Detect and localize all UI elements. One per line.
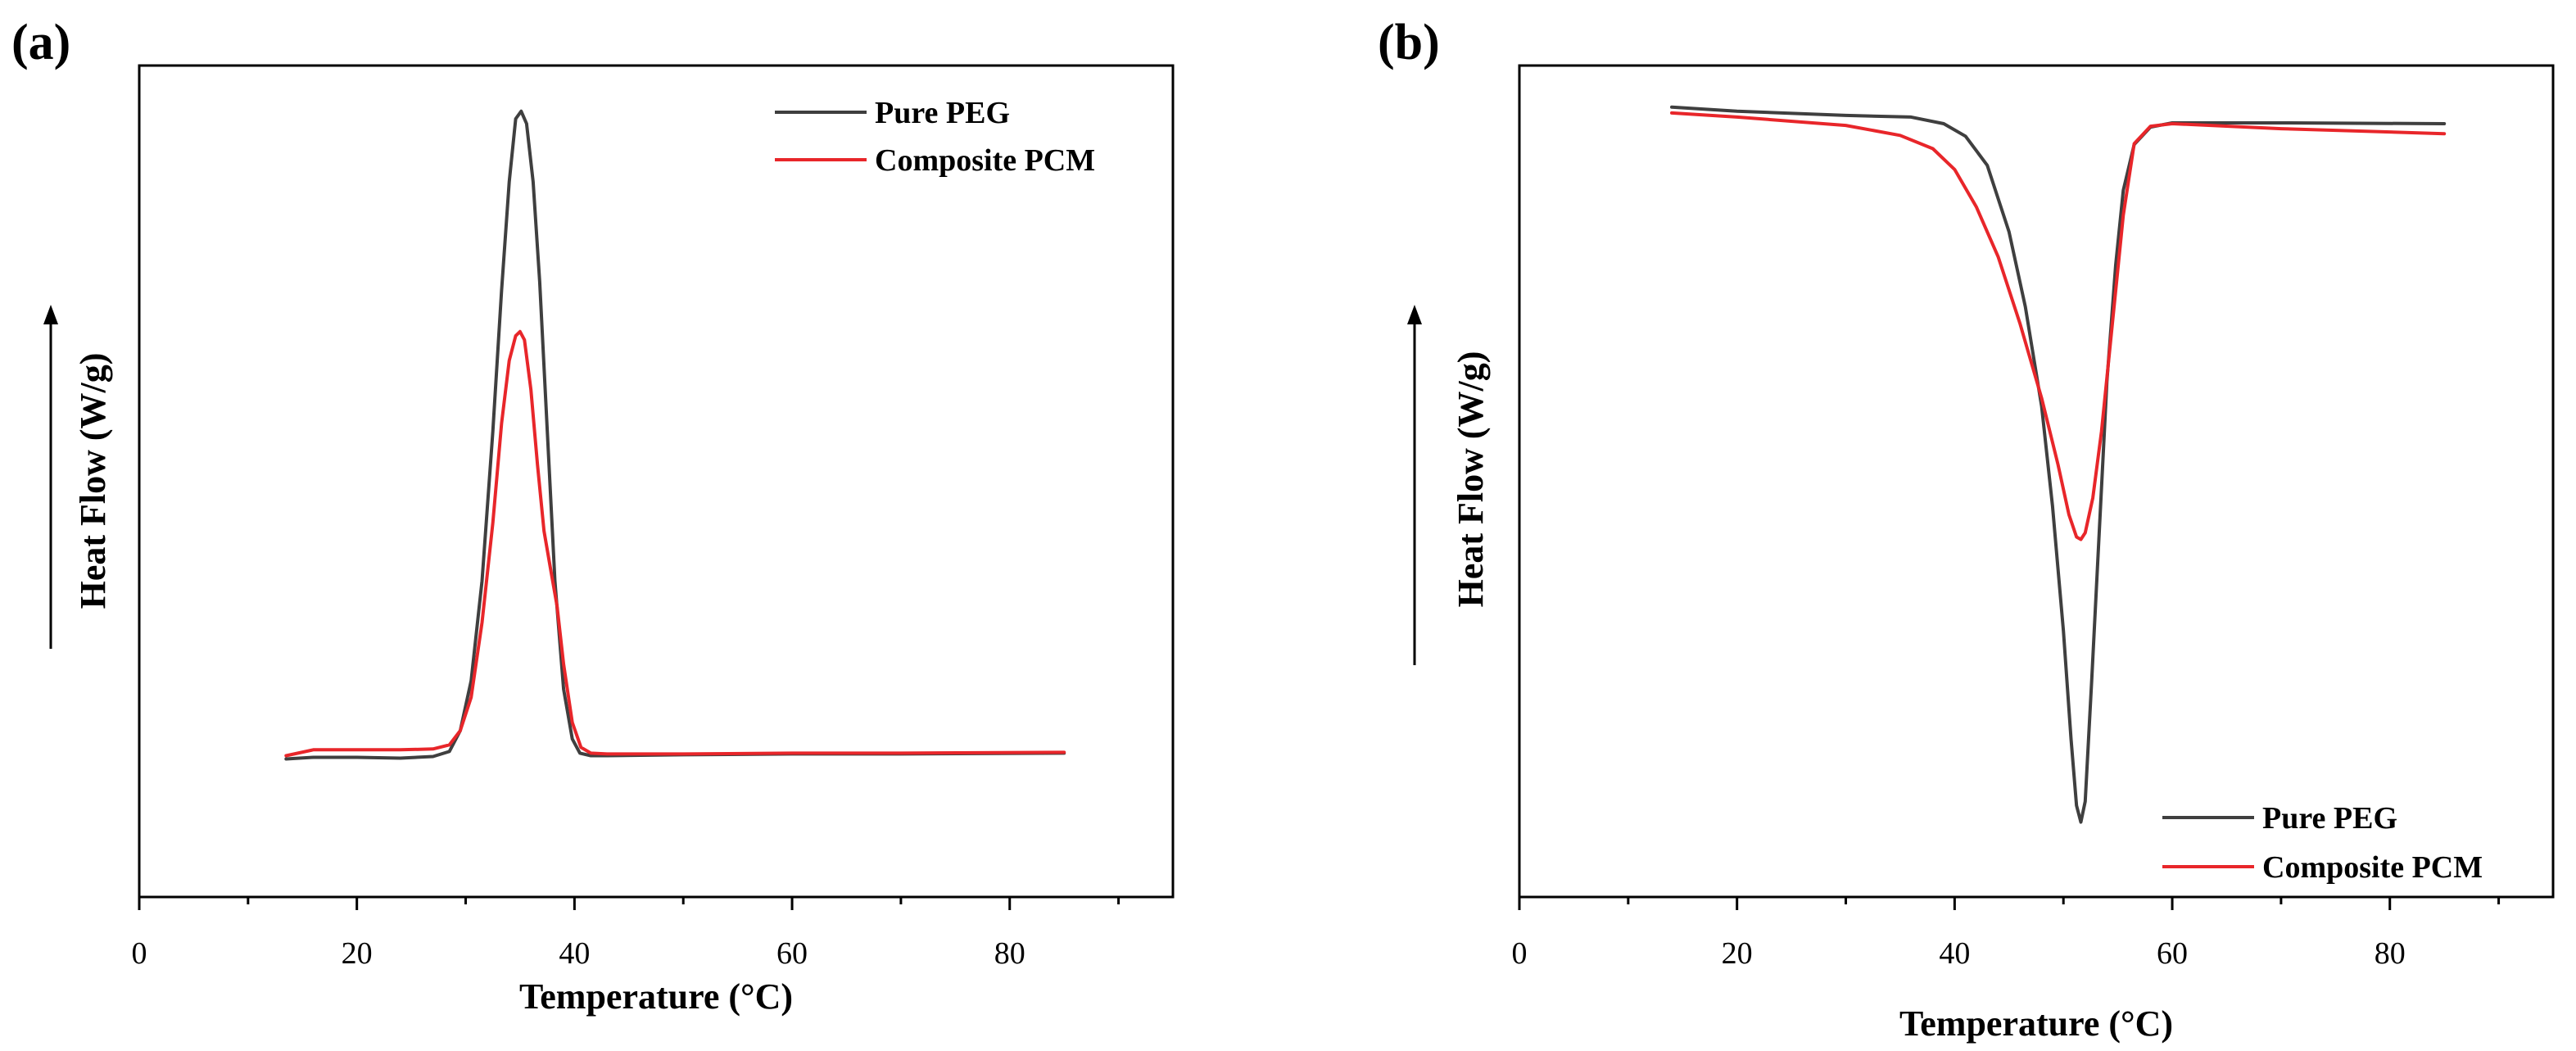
legend-b: Pure PEG Composite PCM bbox=[2162, 801, 2483, 885]
x-tick-label: 0 bbox=[132, 936, 147, 971]
panel-a: (a) 0 20 40 60 80 Temperature (°C) Heat Flow… bbox=[11, 15, 1175, 1017]
panel-label-a: (a) bbox=[11, 15, 70, 70]
series-group-a bbox=[284, 109, 1066, 761]
legend-label-pure-peg-a: Pure PEG bbox=[875, 96, 1010, 130]
legend-label-composite-pcm-b: Composite PCM bbox=[2262, 850, 2483, 885]
legend-label-composite-pcm-a: Composite PCM bbox=[875, 143, 1095, 178]
x-ticks-a: 0 20 40 60 80 bbox=[132, 897, 1120, 971]
series-line-pure-peg bbox=[284, 109, 1066, 761]
y-axis-arrow-head-b bbox=[1407, 305, 1422, 324]
y-axis-arrow-head-a bbox=[43, 305, 58, 324]
x-tick-label: 40 bbox=[559, 936, 590, 971]
x-tick-label: 60 bbox=[2157, 936, 2188, 971]
panel-label-b: (b) bbox=[1378, 15, 1440, 70]
x-tick-label: 0 bbox=[1512, 936, 1528, 971]
x-axis-title-a: Temperature (°C) bbox=[519, 976, 793, 1017]
x-tick-label: 20 bbox=[342, 936, 373, 971]
x-axis-title-b: Temperature (°C) bbox=[1899, 1003, 2173, 1044]
legend-a: Pure PEG Composite PCM bbox=[775, 96, 1095, 178]
x-tick-label: 60 bbox=[776, 936, 808, 971]
y-axis-title-a: Heat Flow (W/g) bbox=[73, 353, 113, 609]
panel-b: (b) 0 20 40 60 80 Temperature (°C) Heat Flow… bbox=[1378, 15, 2555, 1044]
plot-frame-b bbox=[1518, 64, 2555, 899]
series-line-composite-pcm bbox=[284, 329, 1066, 758]
plot-frame-a bbox=[138, 64, 1175, 899]
legend-label-pure-peg-b: Pure PEG bbox=[2262, 801, 2397, 836]
x-ticks-b: 0 20 40 60 80 bbox=[1512, 897, 2501, 971]
x-tick-label: 40 bbox=[1939, 936, 1970, 971]
series-line-composite-pcm bbox=[1670, 111, 2447, 541]
series-group-b bbox=[1670, 105, 2447, 824]
x-tick-label: 20 bbox=[1722, 936, 1753, 971]
x-tick-label: 80 bbox=[994, 936, 1025, 971]
x-tick-label: 80 bbox=[2375, 936, 2406, 971]
y-axis-title-b: Heat Flow (W/g) bbox=[1451, 351, 1491, 608]
